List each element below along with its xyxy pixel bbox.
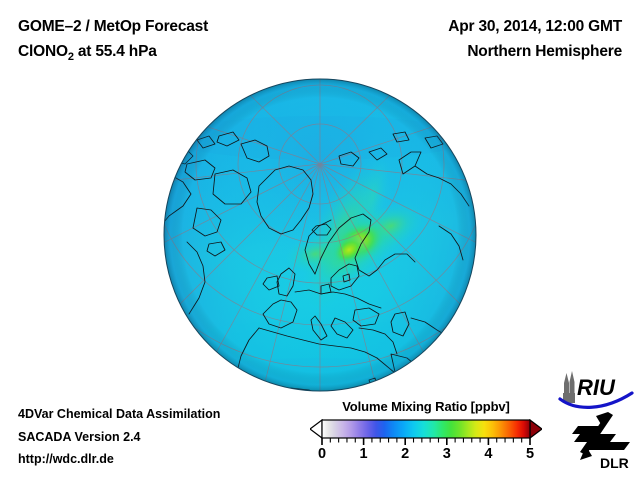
colorbar-tick-label: 3: [442, 446, 451, 462]
riu-logo: RIU: [558, 369, 634, 409]
colorbar-tick-label: 4: [484, 446, 493, 462]
species-name: ClONO: [18, 43, 68, 60]
dlr-logo: DLR: [566, 412, 634, 470]
colorbar-title: Volume Mixing Ratio [ppbv]: [342, 399, 510, 414]
colorbar-tick-labels: 0 1 2 3 4 5: [310, 446, 542, 466]
species-level-label: ClONO2 at 55.4 hPa: [18, 39, 348, 70]
credit-line-method: 4DVar Chemical Data Assimilation: [18, 407, 221, 421]
header-right-block: Apr 30, 2014, 12:00 GMT Northern Hemisph…: [342, 14, 622, 64]
footer-credits: 4DVar Chemical Data Assimilation SACADA …: [18, 403, 318, 471]
riu-wordmark: RIU: [577, 375, 616, 400]
header-left-block: GOME–2 / MetOp Forecast ClONO2 at 55.4 h…: [18, 14, 348, 70]
colorbar-extend-high: [529, 419, 542, 440]
colorbar: Volume Mixing Ratio [ppbv] 0 1 2 3 4 5: [310, 399, 542, 466]
region-label: Northern Hemisphere: [467, 43, 622, 60]
colorbar-scale: [310, 419, 542, 445]
coastline-horn-africa: [396, 377, 422, 391]
credit-line-url: http://wdc.dlr.de: [18, 452, 114, 466]
pressure-level: at 55.4 hPa: [73, 43, 157, 60]
colorbar-gradient: [321, 419, 531, 439]
orthographic-projection-svg: [163, 78, 477, 392]
dlr-wordmark: DLR: [600, 455, 629, 470]
page-title: GOME–2 / MetOp Forecast: [18, 18, 209, 35]
species-subscript: 2: [67, 51, 74, 64]
riu-logo-svg: RIU: [558, 371, 634, 409]
globe-outline: [163, 78, 477, 392]
coastline-small-isle-b: [430, 375, 440, 385]
globe-limb-shading: [164, 79, 476, 391]
coastline-india: [448, 335, 460, 375]
riu-swoosh-icon: [558, 391, 634, 409]
colorbar-tick-label: 5: [525, 446, 535, 462]
colorbar-ticks: [321, 438, 531, 445]
globe-field: [164, 79, 476, 391]
colorbar-extend-low: [310, 419, 323, 440]
globe-map: [163, 78, 477, 392]
valid-datetime: Apr 30, 2014, 12:00 GMT: [448, 18, 622, 35]
colorbar-tick-label: 2: [401, 446, 410, 462]
dlr-logo-svg: DLR: [572, 412, 630, 470]
credit-line-version: SACADA Version 2.4: [18, 429, 141, 444]
colorbar-tick-label: 0: [317, 446, 327, 462]
dlr-pinwheel-icon: [572, 412, 630, 460]
cathedral-towers-icon: [563, 371, 575, 403]
colorbar-tick-label: 1: [359, 446, 368, 462]
